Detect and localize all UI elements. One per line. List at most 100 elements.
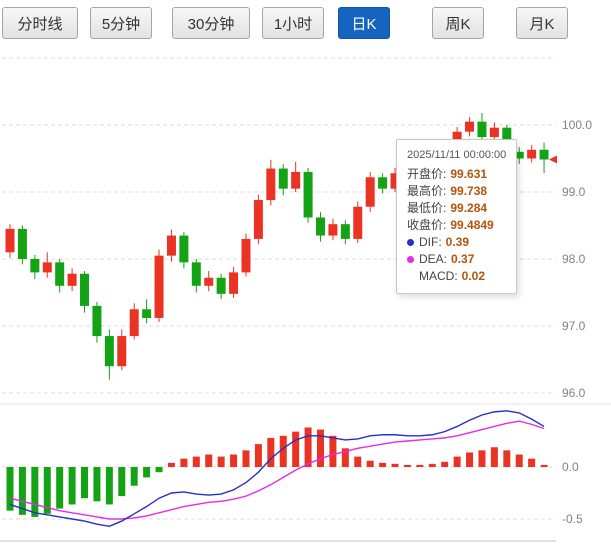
dea-label: DEA:	[419, 252, 448, 266]
dif-value: 0.39	[445, 235, 470, 249]
candle-body[interactable]	[142, 309, 152, 318]
dif-dot-icon	[407, 239, 414, 246]
candle-body[interactable]	[527, 149, 537, 159]
macd-bar	[416, 464, 424, 467]
tab-time-line[interactable]: 分时线	[2, 7, 78, 39]
candle-body[interactable]	[266, 168, 276, 201]
tooltip-dif-row: DIF: 0.39	[407, 234, 506, 251]
tooltip-dea-row: DEA: 0.37	[407, 251, 506, 268]
tooltip-macd-row: MACD: 0.02	[407, 268, 506, 285]
macd-bar	[478, 450, 486, 467]
candle-body[interactable]	[80, 273, 90, 306]
macd-bar	[304, 427, 312, 467]
macd-bar	[428, 463, 436, 467]
candle-body[interactable]	[216, 277, 226, 294]
macd-bar	[68, 467, 76, 505]
macd-bar	[391, 463, 399, 467]
candle-body[interactable]	[353, 206, 363, 239]
macd-bar	[366, 460, 374, 467]
candle-body[interactable]	[328, 224, 338, 236]
macd-bar	[230, 454, 238, 467]
candle-body[interactable]	[179, 235, 189, 263]
macd-bar	[105, 467, 113, 505]
macd-bar	[118, 467, 126, 497]
macd-bar	[441, 461, 449, 467]
tooltip-high-row: 最高价: 99.738	[407, 183, 506, 200]
candle-body[interactable]	[42, 262, 52, 273]
macd-bar	[279, 435, 287, 467]
timeframe-toolbar: 分时线 5分钟 30分钟 1小时 日K 周K 月K	[0, 0, 611, 46]
tab-daily-k[interactable]: 日K	[338, 7, 390, 39]
macd-bar	[267, 437, 275, 467]
candle-body[interactable]	[340, 224, 350, 239]
candle-body[interactable]	[55, 262, 65, 286]
open-value: 99.631	[450, 167, 488, 181]
low-label: 最低价:	[407, 201, 447, 215]
macd-bar	[56, 467, 64, 509]
macd-bar	[528, 458, 536, 467]
macd-bar	[93, 467, 101, 502]
price-axis-tick: 99.0	[562, 185, 586, 199]
macd-axis-tick: 0.0	[562, 460, 579, 474]
candle-body[interactable]	[204, 277, 214, 286]
high-label: 最高价:	[407, 184, 447, 198]
candle-body[interactable]	[241, 238, 251, 273]
candle-body[interactable]	[365, 177, 375, 207]
tab-30min[interactable]: 30分钟	[172, 7, 250, 39]
macd-bar	[254, 444, 262, 467]
tab-weekly-k[interactable]: 周K	[432, 7, 484, 39]
dif-label: DIF:	[419, 235, 442, 249]
tab-1hour[interactable]: 1小时	[262, 7, 324, 39]
price-axis-tick: 100.0	[562, 118, 592, 132]
macd-bar	[130, 467, 138, 486]
macd-bar	[292, 431, 300, 467]
candle-body[interactable]	[229, 272, 239, 294]
candle-body[interactable]	[303, 171, 313, 218]
tab-5min[interactable]: 5分钟	[90, 7, 152, 39]
candle-body[interactable]	[514, 151, 524, 159]
candle-body[interactable]	[117, 336, 127, 367]
macd-bar	[466, 452, 474, 467]
candle-body[interactable]	[316, 217, 325, 236]
close-value: 99.4849	[450, 218, 494, 232]
candle-body[interactable]	[67, 273, 77, 286]
macd-bar	[379, 462, 387, 467]
dif-line	[9, 410, 545, 528]
candle-body[interactable]	[154, 255, 164, 318]
macd-bar	[18, 467, 26, 515]
candle-body[interactable]	[253, 200, 263, 239]
candle-body[interactable]	[390, 173, 400, 189]
candle-body[interactable]	[17, 228, 27, 259]
candle-body[interactable]	[465, 121, 475, 132]
macd-bar	[31, 467, 39, 517]
macd-bar	[341, 448, 349, 467]
macd-bar	[143, 467, 151, 478]
candle-body[interactable]	[92, 305, 102, 337]
candle-body[interactable]	[291, 171, 301, 189]
macd-bar	[329, 435, 337, 467]
ohlc-tooltip: 2025/11/11 00:00:00 开盘价: 99.631 最高价: 99.…	[396, 139, 518, 294]
candle-body[interactable]	[378, 177, 388, 189]
candle-body[interactable]	[278, 168, 288, 189]
macd-bar	[540, 464, 548, 467]
candle-body[interactable]	[129, 309, 139, 337]
candle-body[interactable]	[166, 235, 176, 256]
tab-monthly-k[interactable]: 月K	[516, 7, 568, 39]
candle-body[interactable]	[489, 127, 499, 138]
candle-body[interactable]	[30, 259, 40, 273]
candle-body[interactable]	[539, 149, 549, 160]
candle-body[interactable]	[477, 121, 487, 138]
dea-dot-icon	[407, 256, 414, 263]
candle-body[interactable]	[104, 336, 114, 367]
tooltip-datetime: 2025/11/11 00:00:00	[407, 149, 507, 161]
macd-axis-tick: -0.5	[562, 512, 583, 526]
macd-bar	[205, 454, 213, 467]
candle-body[interactable]	[191, 262, 201, 286]
macd-value: 0.02	[461, 269, 486, 283]
price-axis-tick: 96.0	[562, 386, 586, 400]
macd-bar	[192, 456, 200, 467]
macd-bar	[453, 456, 461, 467]
candle-body[interactable]	[5, 228, 15, 253]
